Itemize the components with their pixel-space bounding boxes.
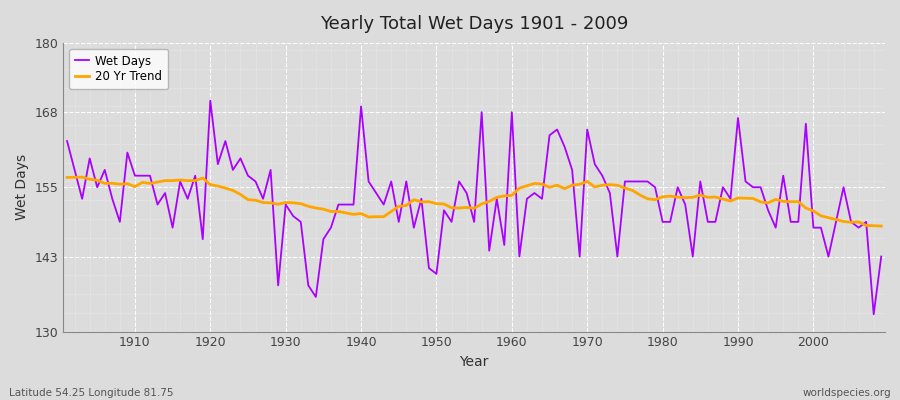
Wet Days <box>62 139 73 144</box>
20 Yr Trend <box>76 175 87 180</box>
Wet Days <box>605 191 616 196</box>
Wet Days <box>122 150 133 155</box>
Line: 20 Yr Trend: 20 Yr Trend <box>68 177 881 226</box>
X-axis label: Year: Year <box>460 355 489 369</box>
Y-axis label: Wet Days: Wet Days <box>15 154 29 220</box>
Wet Days <box>868 312 879 317</box>
20 Yr Trend <box>507 193 517 198</box>
20 Yr Trend <box>295 201 306 206</box>
20 Yr Trend <box>340 210 351 215</box>
Wet Days <box>507 110 517 114</box>
Wet Days <box>205 98 216 103</box>
20 Yr Trend <box>514 186 525 190</box>
Wet Days <box>876 254 886 259</box>
Title: Yearly Total Wet Days 1901 - 2009: Yearly Total Wet Days 1901 - 2009 <box>320 15 628 33</box>
20 Yr Trend <box>130 184 140 189</box>
Line: Wet Days: Wet Days <box>68 101 881 314</box>
Wet Days <box>340 202 351 207</box>
Wet Days <box>514 254 525 259</box>
Wet Days <box>295 220 306 224</box>
Text: worldspecies.org: worldspecies.org <box>803 388 891 398</box>
Legend: Wet Days, 20 Yr Trend: Wet Days, 20 Yr Trend <box>69 49 168 89</box>
20 Yr Trend <box>605 182 616 187</box>
Text: Latitude 54.25 Longitude 81.75: Latitude 54.25 Longitude 81.75 <box>9 388 174 398</box>
20 Yr Trend <box>62 175 73 180</box>
20 Yr Trend <box>876 224 886 228</box>
